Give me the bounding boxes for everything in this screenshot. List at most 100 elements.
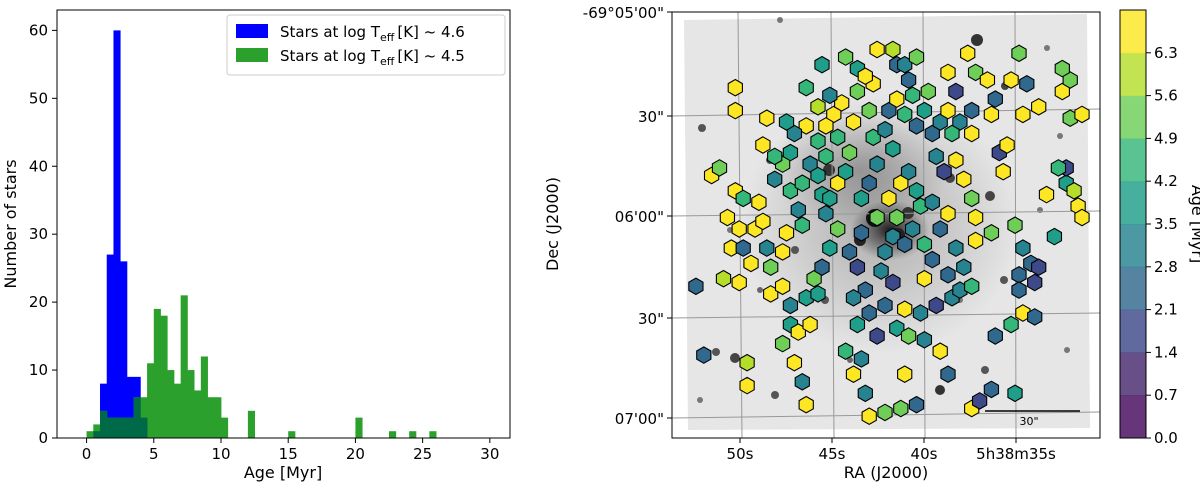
age-hexagon (940, 63, 956, 82)
age-hexagon (924, 193, 940, 212)
age-hexagon (767, 170, 783, 189)
colorbar-segment (1120, 352, 1146, 396)
age-hexagon (739, 353, 755, 372)
age-hexagon (932, 342, 948, 361)
age-hexagon (893, 399, 909, 418)
map-y-tick-label: 30" (638, 310, 664, 328)
hist-bar-green (194, 390, 202, 438)
age-hexagon (688, 277, 704, 296)
age-hexagon (727, 101, 743, 120)
age-hexagon (908, 181, 925, 200)
legend-label-green: Stars at log Teff [K] ~ 4.5 (280, 47, 465, 68)
age-hexagon (814, 55, 830, 74)
map-x-tick-label: 50s (727, 445, 754, 463)
hist-y-tick-label: 10 (29, 361, 48, 379)
age-hexagon (778, 113, 795, 131)
age-hexagon (967, 63, 984, 82)
colorbar-tick-label: 4.9 (1154, 129, 1178, 147)
hist-bar-overlap (140, 417, 148, 438)
scale-bar: 30" (985, 410, 1080, 428)
age-hexagon (1015, 304, 1031, 322)
colorbar-segment (1120, 224, 1146, 268)
age-hexagon (814, 258, 830, 277)
age-hexagon (830, 128, 846, 147)
hist-bar-overlap (133, 397, 141, 438)
colorbar-segment (1120, 95, 1146, 139)
map-x-tick-label: 5h38m35s (976, 445, 1056, 463)
age-hexagon (719, 208, 736, 227)
colorbar-segment (1120, 138, 1146, 182)
age-hexagon (857, 384, 873, 403)
age-hexagon (798, 117, 814, 135)
age-hexagon (885, 227, 901, 246)
age-hexagon (1011, 44, 1027, 63)
age-hexagon (837, 48, 854, 66)
colorbar-segment (1120, 266, 1146, 311)
age-hexagon (912, 304, 929, 322)
age-hexagon (751, 193, 767, 212)
hist-bar-green (167, 370, 175, 438)
age-hexagon (1027, 273, 1043, 292)
hist-bar-green (247, 410, 255, 438)
age-hexagon (794, 174, 810, 193)
hist-y-tick-label: 50 (29, 89, 48, 107)
age-hexagon (759, 239, 775, 257)
age-hexagon (818, 147, 834, 166)
age-hexagon (956, 258, 972, 277)
age-hexagon (1038, 185, 1055, 204)
map-frame (671, 11, 1101, 439)
hist-bar-green (207, 397, 215, 438)
hist-bar-blue (106, 254, 114, 438)
age-hexagon (845, 365, 862, 384)
age-hexagon (1011, 281, 1027, 299)
age-hexagon (920, 82, 936, 101)
age-hexagon (983, 105, 1000, 124)
legend-swatch-green (236, 48, 268, 62)
age-hexagon (810, 97, 826, 116)
age-hexagon (849, 82, 866, 101)
age-hexagon (1074, 208, 1090, 227)
age-hexagon (924, 250, 940, 269)
hist-x-tick-label: 20 (346, 445, 365, 463)
age-hexagon (956, 170, 972, 189)
age-hexagon (916, 235, 933, 254)
map-x-tick-label: 45s (819, 445, 846, 463)
age-hexagon (928, 147, 944, 166)
age-hexagon (1007, 216, 1023, 235)
age-hexagon (810, 132, 826, 150)
colorbar-segment (1120, 309, 1146, 353)
age-hexagon (869, 40, 885, 59)
age-hexagon (743, 254, 759, 273)
hist-bar-blue (120, 261, 128, 438)
hist-x-tick-label: 5 (149, 445, 159, 463)
age-hexagon (869, 327, 885, 345)
hist-bar-green (409, 431, 417, 438)
hist-x-tick-label: 0 (82, 445, 92, 463)
age-hexagon (897, 365, 913, 384)
age-hexagon (735, 189, 751, 208)
age-hexagon (1015, 239, 1031, 257)
hist-bar-green (187, 370, 195, 438)
age-hexagon (1007, 384, 1023, 403)
age-hexagon (987, 90, 1003, 108)
age-hexagon (778, 223, 795, 242)
age-hexagon (983, 223, 1000, 242)
age-hexagon (877, 403, 893, 422)
age-hexagon (885, 40, 901, 59)
hist-y-tick-label: 60 (29, 21, 48, 39)
hist-bar-green (153, 308, 161, 438)
age-hexagon (810, 285, 826, 303)
hist-bar-overlap (126, 417, 135, 438)
age-hexagon (790, 201, 806, 219)
age-hexagon (818, 204, 834, 223)
hist-x-tick-label: 30 (480, 445, 499, 463)
age-hexagon (774, 277, 791, 296)
age-hexagon (818, 117, 834, 135)
scale-bar-label: 30" (1019, 415, 1038, 428)
age-hexagon (964, 124, 980, 143)
age-hexagon (1050, 159, 1067, 177)
histogram-x-ticks: 0 5 10 15 20 25 30 (82, 438, 499, 463)
hist-x-tick-label: 10 (211, 445, 230, 463)
age-hexagon (904, 86, 921, 105)
